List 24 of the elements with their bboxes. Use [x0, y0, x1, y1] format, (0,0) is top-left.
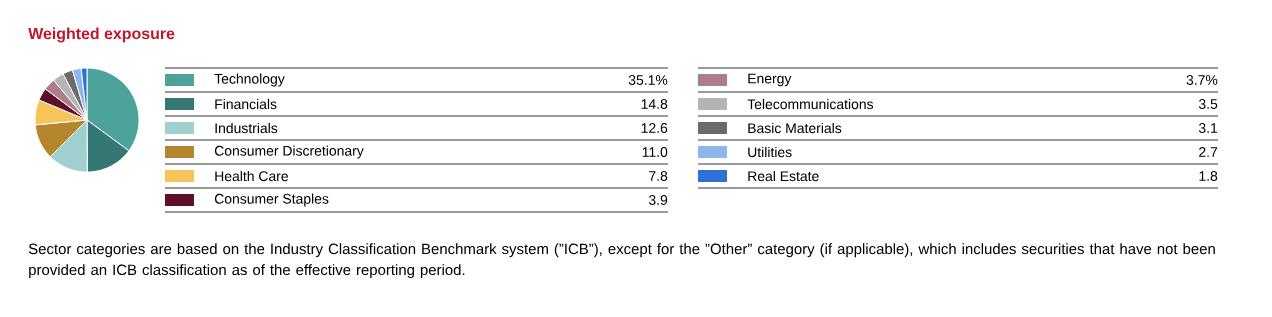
chart-title: Weighted exposure	[28, 27, 175, 43]
data-label: 12.6	[641, 123, 668, 133]
legend-label: Real Estate	[748, 170, 819, 182]
legend-label: Utilities	[748, 146, 792, 158]
legend-label: Energy	[748, 73, 792, 87]
data-label: 3.1	[1198, 123, 1218, 133]
text: Sector categories are based on the Industry Classification Benchmark system (”ICB”), except for the ”Other” category (if applicable), which includes securities that have not been provided an ICB classification as of the effective reporting period.	[28, 243, 1215, 279]
legend-label: Consumer Discretionary	[214, 145, 364, 159]
legend-label: Health Care	[215, 170, 288, 182]
data-label: 1.8	[1199, 171, 1218, 181]
data-label: 3.5	[1198, 99, 1218, 109]
legend-label: Industrials	[215, 122, 278, 134]
data-label: 35.1%	[628, 75, 668, 85]
data-label: 3.9	[648, 195, 668, 205]
data-label: 2.7	[1199, 147, 1218, 157]
legend-label: Telecommunications	[747, 98, 874, 110]
data-label: 7.8	[649, 171, 668, 181]
data-label: 14.8	[641, 99, 668, 109]
legend-label: Basic Materials	[748, 122, 842, 134]
legend-label: Consumer Staples	[214, 193, 329, 207]
legend-label: Financials	[215, 98, 277, 110]
data-label: 11.0	[642, 147, 668, 157]
data-label: 3.7%	[1186, 75, 1218, 85]
legend-label: Technology	[214, 73, 285, 87]
